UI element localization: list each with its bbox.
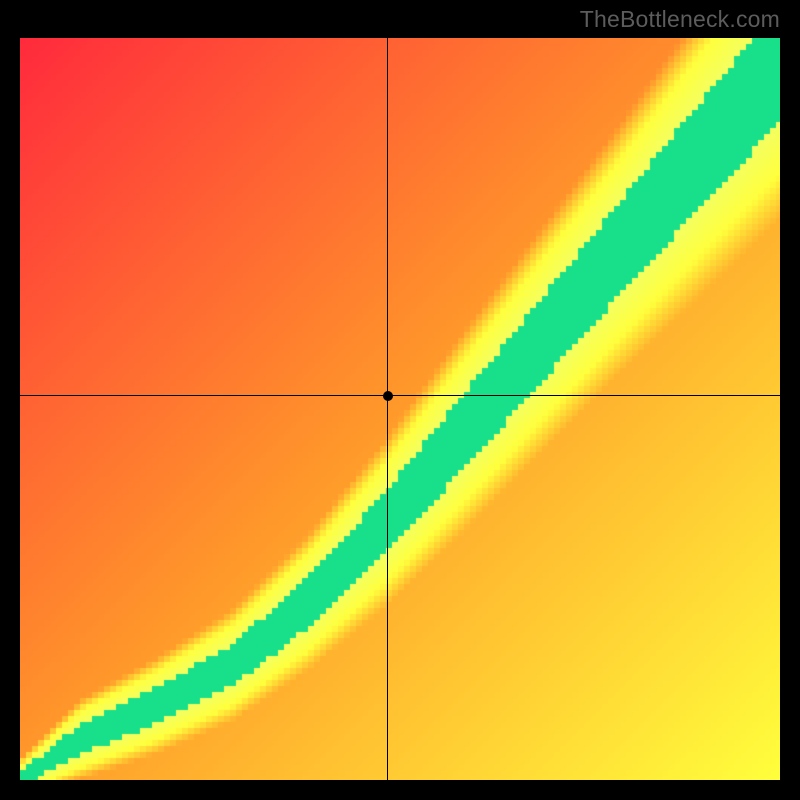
crosshair-vertical [387, 38, 388, 780]
chart-container: TheBottleneck.com [0, 0, 800, 800]
crosshair-point [383, 391, 393, 401]
crosshair-horizontal [20, 395, 780, 396]
watermark-text: TheBottleneck.com [580, 6, 780, 33]
heatmap-canvas [20, 38, 780, 780]
